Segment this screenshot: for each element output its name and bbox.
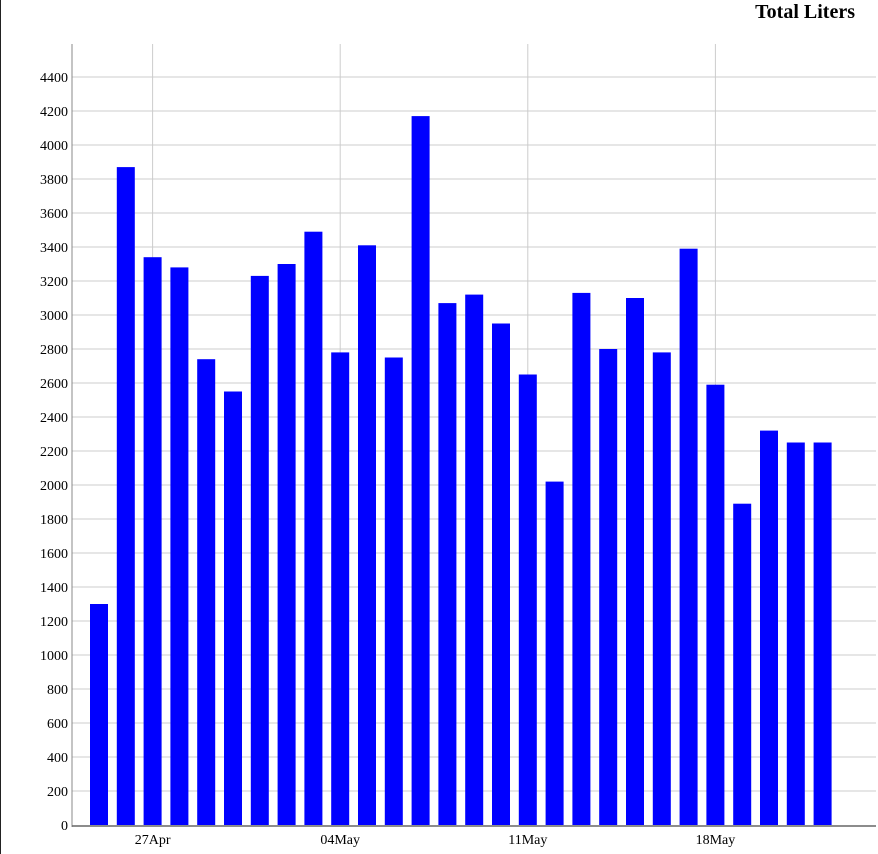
chart-title: Total Liters — [755, 1, 855, 23]
y-tick-label: 4200 — [40, 105, 68, 120]
bar: 07May: 4170 — [411, 116, 430, 826]
bar: 03May: 3490 — [304, 231, 323, 825]
bar: 11May: 2650 — [518, 374, 537, 825]
bar: 10May: 2950 — [492, 323, 510, 825]
y-tick-label: 2800 — [40, 343, 68, 358]
bar: 25Apr: 1300 — [90, 604, 108, 825]
y-tick-label: 3400 — [40, 241, 68, 256]
bar: 26Apr: 3870 — [116, 167, 135, 826]
y-tick-label: 800 — [47, 683, 68, 698]
y-tick-labels: 0 200 400 600 800 1000 1200 1400 1600 1800 2000 220… — [40, 71, 68, 834]
bar: 29Apr: 2740 — [197, 359, 216, 825]
bar: 17May: 3390 — [679, 248, 698, 825]
x-tick-labels: 27Apr 04May 11May 18May — [135, 833, 736, 848]
y-tick-label: 1600 — [40, 547, 68, 562]
y-tick-label: 400 — [47, 751, 68, 766]
bar: 04May: 2780 — [331, 352, 350, 825]
bar: 13May: 3130 — [572, 292, 591, 825]
y-tick-label: 2200 — [40, 445, 68, 460]
bar: 22May: 2250 — [813, 442, 832, 825]
bar: 19May: 1890 — [733, 503, 752, 825]
bar: 05May: 3410 — [358, 245, 376, 826]
y-tick-label: 3800 — [40, 173, 68, 188]
bars: 25Apr: 1300 26Apr: 3870 27Apr: 3340 28Apr: … — [90, 116, 832, 826]
x-tick-label: 04May — [320, 833, 360, 848]
y-tick-label: 1400 — [40, 581, 68, 596]
bar: 15May: 3100 — [626, 298, 644, 825]
y-tick-label: 3600 — [40, 207, 68, 222]
axes — [71, 44, 876, 827]
bar: 18May: 2590 — [706, 384, 725, 825]
y-tick-label: 3200 — [40, 275, 68, 290]
y-tick-label: 200 — [47, 785, 68, 800]
y-tick-label: 1000 — [40, 649, 68, 664]
x-tick-label: 27Apr — [135, 833, 171, 848]
x-tick-label: 11May — [508, 833, 547, 848]
y-tick-label: 600 — [47, 717, 68, 732]
bar: 16May: 2780 — [652, 352, 671, 825]
bar: 02May: 3300 — [277, 264, 296, 825]
left-border — [0, 0, 1, 854]
y-tick-label: 2600 — [40, 377, 68, 392]
bar: 21May: 2250 — [786, 442, 805, 825]
bar: 20May: 2320 — [760, 430, 778, 825]
y-tick-label: 2000 — [40, 479, 68, 494]
y-tick-label: 4400 — [40, 71, 68, 86]
y-tick-label: 1800 — [40, 513, 68, 528]
y-tick-label: 4000 — [40, 139, 68, 154]
bar: 09May: 3120 — [465, 294, 484, 826]
bar: 14May: 2800 — [599, 349, 618, 825]
bar: 30Apr: 2550 — [224, 391, 242, 825]
bar: 27Apr: 3340 — [143, 257, 162, 825]
y-tick-label: 3000 — [40, 309, 68, 324]
x-tick-label: 18May — [696, 833, 736, 848]
y-tick-label: 0 — [61, 819, 68, 834]
y-tick-label: 1200 — [40, 615, 68, 630]
bar: 08May: 3070 — [438, 303, 457, 826]
bar: 12May: 2020 — [545, 481, 564, 825]
bar: 28Apr: 3280 — [170, 267, 189, 825]
bar: 01May: 3230 — [250, 275, 269, 825]
bar: 06May: 2750 — [384, 357, 403, 825]
y-tick-label: 2400 — [40, 411, 68, 426]
